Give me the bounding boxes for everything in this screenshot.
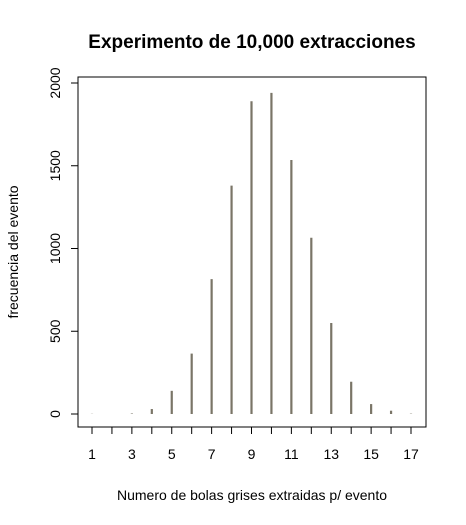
x-tick-label-13: 13 [323, 446, 339, 462]
x-tick-label-17: 17 [403, 446, 419, 462]
y-tick-label-500: 500 [47, 319, 63, 343]
bars [90, 92, 413, 414]
x-axis-label: Numero de bolas grises extraidas p/ even… [117, 487, 387, 503]
x-tick-label-1: 1 [88, 446, 96, 462]
x-tick-label-5: 5 [168, 446, 176, 462]
chart-title: Experimento de 10,000 extracciones [88, 32, 415, 53]
x-tick-label-15: 15 [363, 446, 379, 462]
y-tick-label-0: 0 [47, 410, 63, 418]
x-tick-label-3: 3 [128, 446, 136, 462]
y-tick-label-1500: 1500 [47, 150, 63, 181]
x-tick-label-11: 11 [284, 446, 299, 462]
x-tick-label-7: 7 [208, 446, 216, 462]
y-axis-label: frecuencia del evento [5, 185, 21, 318]
y-tick-label-2000: 2000 [47, 67, 63, 98]
y-axis: 0 500 1000 1500 2000 [47, 67, 78, 418]
x-tick-label-9: 9 [248, 446, 256, 462]
y-tick-label-1000: 1000 [47, 233, 63, 264]
x-axis: 1 3 5 7 9 11 13 15 17 [88, 427, 419, 462]
